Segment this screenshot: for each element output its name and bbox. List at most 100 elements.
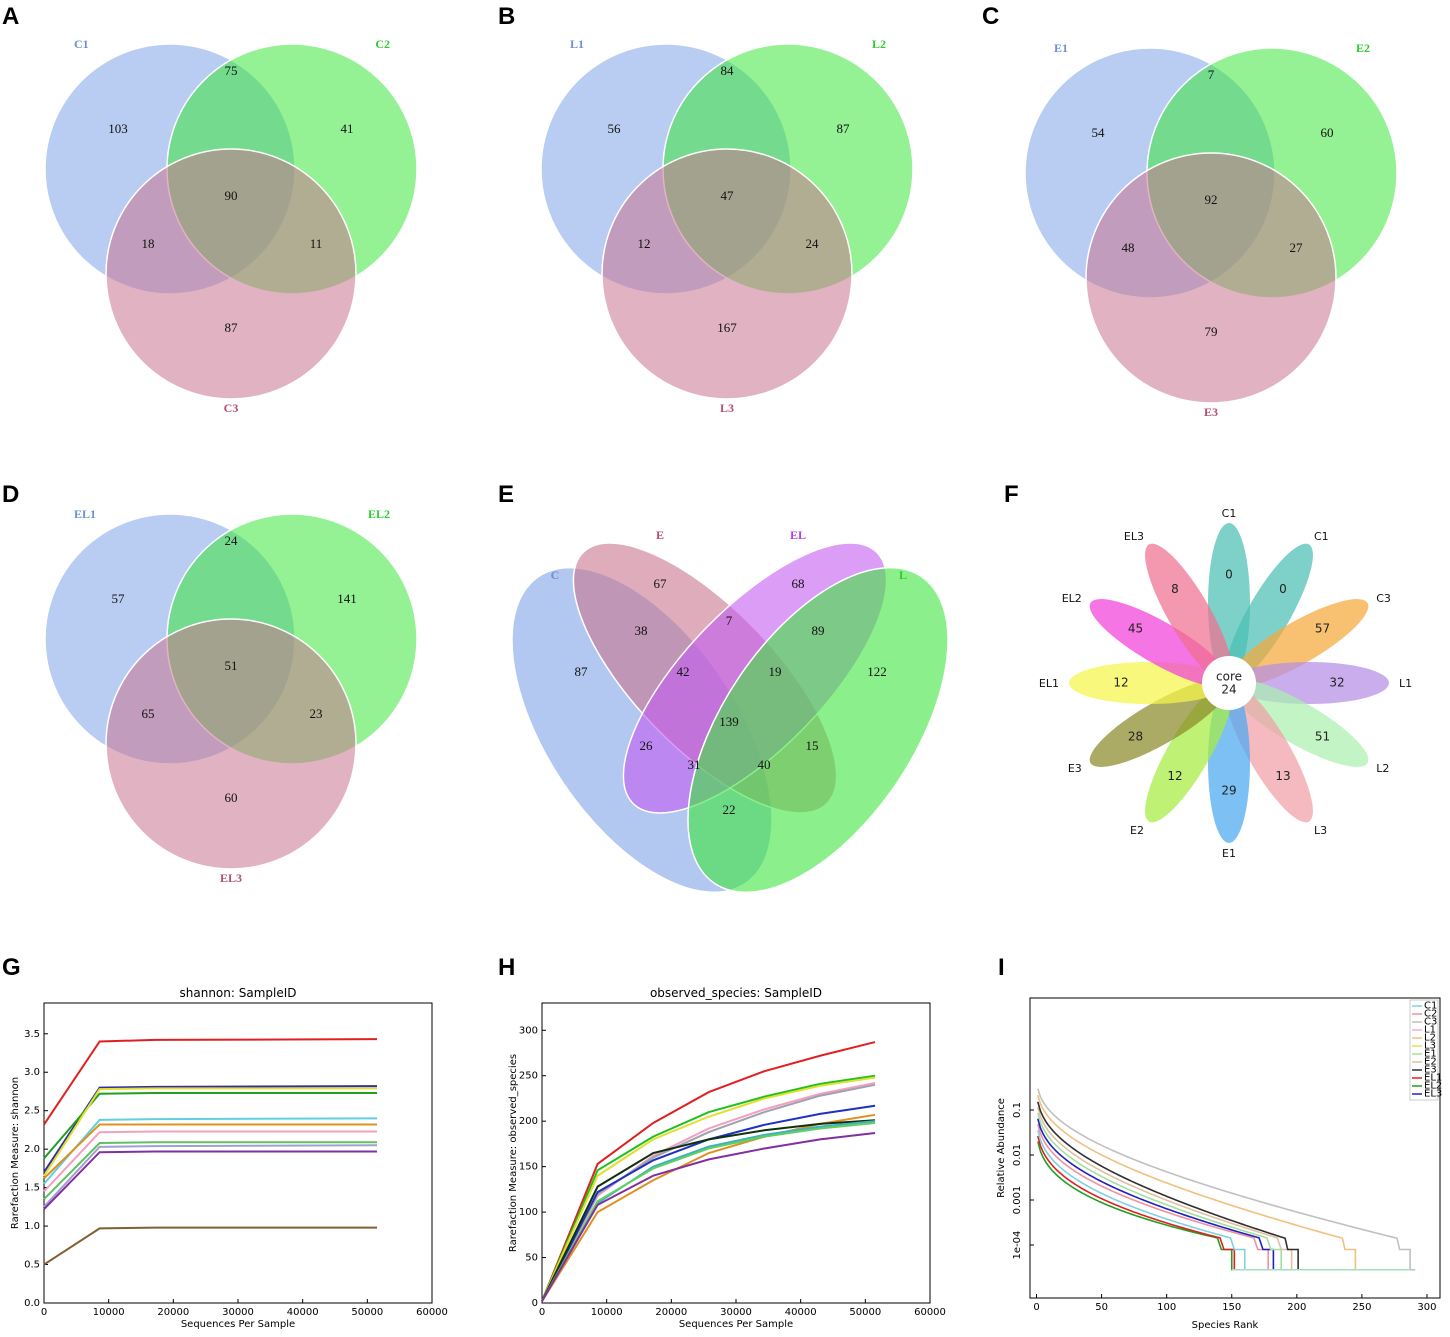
panel-label-c: C bbox=[982, 3, 999, 30]
y-tick-label: 0 bbox=[532, 1298, 538, 1309]
region-count: 51 bbox=[225, 658, 238, 673]
set-label: L1 bbox=[570, 37, 584, 51]
set-label: EL bbox=[790, 528, 806, 542]
region-count: 56 bbox=[608, 121, 622, 136]
x-tick-label: 0 bbox=[41, 1307, 47, 1318]
y-tick-label: 100 bbox=[519, 1207, 538, 1218]
region-count: 31 bbox=[688, 757, 701, 772]
x-tick-label: 30000 bbox=[720, 1307, 752, 1318]
set-label: EL3 bbox=[220, 871, 242, 885]
petal-el2 bbox=[1089, 599, 1230, 687]
legend-label: L1 bbox=[1424, 1025, 1436, 1036]
panel-label-d: D bbox=[2, 481, 19, 508]
region-count: 54 bbox=[1092, 125, 1106, 140]
set-label: C3 bbox=[224, 401, 239, 415]
x-tick-label: 10000 bbox=[93, 1307, 125, 1318]
legend-label: L2 bbox=[1424, 1033, 1436, 1044]
region-count: 67 bbox=[654, 576, 668, 591]
legend-label: L3 bbox=[1424, 1041, 1436, 1052]
petal-count: 29 bbox=[1221, 784, 1236, 798]
petal-label: L2 bbox=[1376, 762, 1389, 775]
x-axis-label: Species Rank bbox=[1192, 1320, 1259, 1331]
x-tick-label: 30000 bbox=[222, 1307, 254, 1318]
series-line bbox=[43, 1085, 378, 1173]
y-tick-label: 200 bbox=[519, 1116, 538, 1127]
region-count: 60 bbox=[1321, 125, 1334, 140]
abundance-curve bbox=[1037, 1135, 1240, 1271]
petal-l2 bbox=[1228, 679, 1369, 767]
series-line bbox=[43, 1226, 378, 1266]
series-line bbox=[43, 1123, 378, 1180]
region-count: 87 bbox=[575, 664, 589, 679]
region-count: 79 bbox=[1205, 324, 1218, 339]
region-count: 57 bbox=[112, 591, 126, 606]
x-axis-label: Sequences Per Sample bbox=[181, 1319, 295, 1330]
region-count: 27 bbox=[1290, 240, 1304, 255]
legend-label: C3 bbox=[1424, 1017, 1437, 1028]
petal-label: C1 bbox=[1222, 507, 1237, 520]
y-tick-label: 0.0 bbox=[24, 1298, 40, 1309]
petal-count: 0 bbox=[1279, 582, 1287, 596]
petal-label: E1 bbox=[1222, 847, 1236, 860]
region-count: 42 bbox=[677, 664, 690, 679]
line-chart-h: observed_species: SampleID 0 10000 20000 300… bbox=[508, 986, 946, 1330]
region-count: 7 bbox=[1208, 67, 1215, 82]
region-count: 47 bbox=[721, 188, 735, 203]
series-line bbox=[43, 1092, 378, 1160]
x-tick-label: 0 bbox=[539, 1307, 545, 1318]
panel-label-f: F bbox=[1004, 481, 1019, 508]
region-count: 87 bbox=[837, 121, 851, 136]
set-label: E3 bbox=[1204, 405, 1218, 419]
x-tick-label: 40000 bbox=[785, 1307, 817, 1318]
y-tick-label: 2.5 bbox=[24, 1106, 40, 1117]
petal-count: 8 bbox=[1171, 582, 1179, 596]
set-circle-e3 bbox=[1085, 152, 1337, 404]
petal-e3 bbox=[1089, 679, 1230, 767]
y-axis-label: Rarefaction Measure: observed_species bbox=[508, 1054, 519, 1252]
panel-label-i: I bbox=[998, 954, 1005, 981]
venn-diagram-c: E1 E2 E3 54 60 79 7 48 27 92 bbox=[1024, 41, 1398, 419]
region-count: 89 bbox=[812, 623, 825, 638]
abundance-curve bbox=[1037, 1094, 1361, 1271]
legend-label: E3 bbox=[1424, 1065, 1437, 1076]
y-tick-label: 0.1 bbox=[1012, 1102, 1023, 1118]
x-tick-label: 250 bbox=[1352, 1302, 1371, 1313]
legend-label: EL1 bbox=[1424, 1073, 1442, 1084]
y-tick-label: 0.001 bbox=[1012, 1186, 1023, 1215]
x-tick-label: 300 bbox=[1417, 1302, 1436, 1313]
x-tick-label: 50 bbox=[1095, 1302, 1108, 1313]
set-circle-c3 bbox=[105, 148, 357, 400]
abundance-curve bbox=[1037, 1141, 1237, 1271]
core-label: core bbox=[1216, 670, 1242, 684]
abundance-curve bbox=[1037, 1101, 1304, 1271]
region-count: 22 bbox=[723, 802, 736, 817]
series-line bbox=[541, 1104, 876, 1302]
abundance-curve bbox=[1037, 1088, 1416, 1271]
series-line bbox=[43, 1141, 378, 1200]
set-label: EL1 bbox=[74, 507, 96, 521]
x-tick-label: 20000 bbox=[655, 1307, 687, 1318]
series-line bbox=[43, 1038, 378, 1126]
x-tick-label: 60000 bbox=[416, 1307, 448, 1318]
series-line bbox=[541, 1076, 876, 1302]
y-tick-label: 0.5 bbox=[24, 1260, 40, 1271]
region-count: 19 bbox=[769, 664, 782, 679]
region-count: 24 bbox=[225, 533, 239, 548]
x-tick-label: 100 bbox=[1157, 1302, 1176, 1313]
venn-diagram-a: C1 C2 C3 103 41 87 75 18 11 90 bbox=[44, 37, 418, 415]
y-tick-label: 250 bbox=[519, 1071, 538, 1082]
petal-label: EL3 bbox=[1124, 530, 1144, 543]
petal-l3 bbox=[1225, 682, 1313, 823]
plot-frame bbox=[1029, 997, 1441, 1299]
region-count: 26 bbox=[640, 738, 654, 753]
core-value: 24 bbox=[1221, 683, 1236, 697]
chart-title: observed_species: SampleID bbox=[650, 986, 822, 1000]
y-axis-label: Rarefaction Measure: shannon bbox=[10, 1077, 21, 1229]
region-count: 38 bbox=[635, 623, 648, 638]
region-count: 90 bbox=[225, 188, 238, 203]
set-label: E2 bbox=[1356, 41, 1370, 55]
venn-diagram-e: C E EL L 87 67 68 122 38 7 89 42 19 139 26 15 31 40 22 bbox=[511, 528, 949, 894]
line-chart-g: shannon: SampleID 0 10000 20000 30000 40000 50… bbox=[10, 986, 448, 1330]
petal-count: 28 bbox=[1128, 730, 1143, 744]
